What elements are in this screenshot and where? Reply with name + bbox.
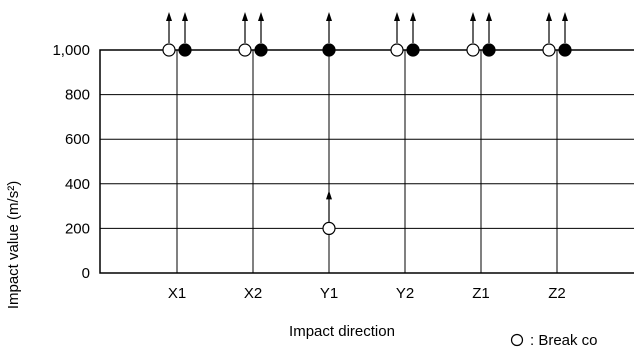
legend-open-circle-marker <box>510 333 524 347</box>
exceeds-arrow-head <box>546 12 552 21</box>
exceeds-arrow-head <box>242 12 248 21</box>
x-tick-label: Y1 <box>320 285 338 302</box>
y-tick-label: 1,000 <box>52 42 90 59</box>
exceeds-arrow-head <box>166 12 172 21</box>
open-circle-point <box>322 221 336 235</box>
open-circle-point <box>162 43 176 57</box>
exceeds-arrow-head <box>486 12 492 21</box>
open-circle-point <box>542 43 556 57</box>
exceeds-arrow-head <box>410 12 416 21</box>
open-circle-point <box>466 43 480 57</box>
y-axis-label: Impact value (m/s²) <box>5 181 22 309</box>
open-circle-point <box>390 43 404 57</box>
exceeds-arrow-head <box>326 12 332 21</box>
data-markers <box>162 12 572 235</box>
exceeds-arrow-head <box>562 12 568 21</box>
x-tick-label: X2 <box>244 285 262 302</box>
exceeds-arrow-head <box>394 12 400 21</box>
legend-label: : Break co <box>530 332 598 349</box>
x-tick-label: Z2 <box>548 285 566 302</box>
plot-frame <box>99 49 634 274</box>
grid <box>100 50 634 273</box>
y-tick-label: 400 <box>65 176 90 193</box>
x-tick-label: X1 <box>168 285 186 302</box>
x-axis-label: Impact direction <box>289 323 395 340</box>
legend: : Break co <box>510 332 598 349</box>
filled-circle-point <box>322 43 336 57</box>
x-tick-label: Z1 <box>472 285 490 302</box>
exceeds-arrow-head <box>182 12 188 21</box>
x-tick-label: Y2 <box>396 285 414 302</box>
exceeds-arrow-head <box>258 12 264 21</box>
open-circle-point <box>238 43 252 57</box>
filled-circle-point <box>482 43 496 57</box>
x-tick-labels: X1 X2 Y1 Y2 Z1 Z2 <box>168 285 566 302</box>
y-tick-label: 200 <box>65 220 90 237</box>
y-tick-label: 800 <box>65 87 90 104</box>
y-tick-label: 0 <box>82 265 90 282</box>
filled-circle-point <box>558 43 572 57</box>
exceeds-arrow-head <box>326 190 332 200</box>
y-tick-labels: 0 200 400 600 800 1,000 <box>52 42 90 282</box>
filled-circle-point <box>254 43 268 57</box>
y-tick-label: 600 <box>65 131 90 148</box>
filled-circle-point <box>406 43 420 57</box>
exceeds-arrow-head <box>470 12 476 21</box>
filled-circle-point <box>178 43 192 57</box>
